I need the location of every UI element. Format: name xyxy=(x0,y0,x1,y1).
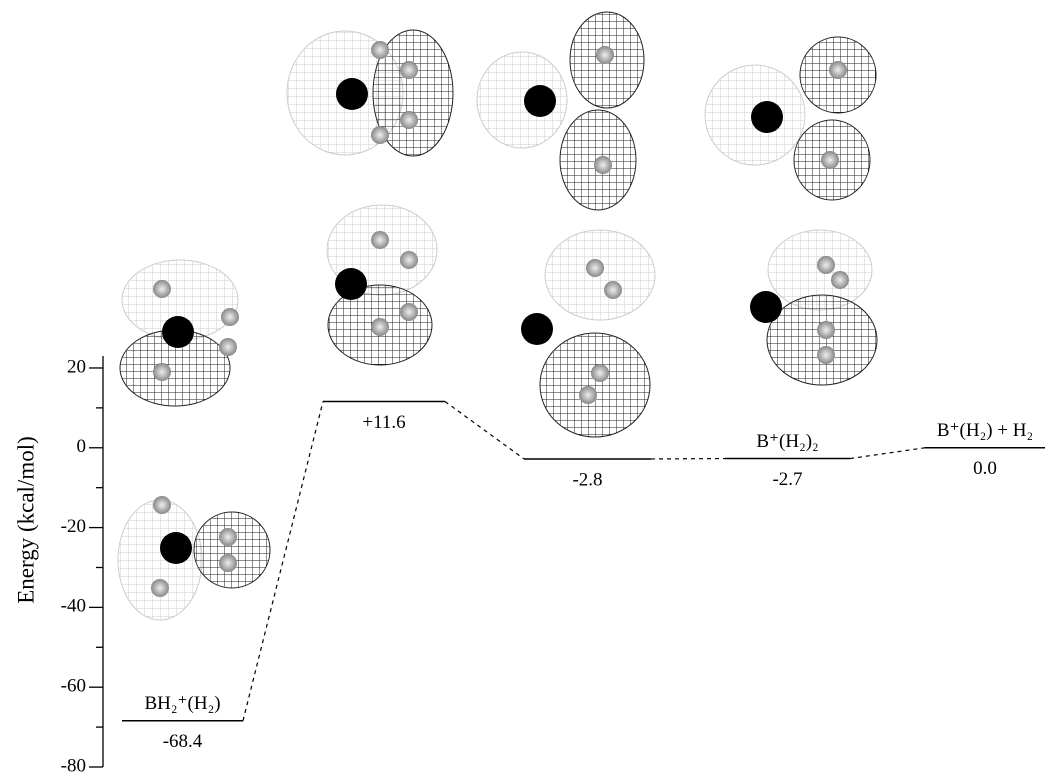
y-tick-label: -20 xyxy=(61,516,86,537)
value-label: -2.7 xyxy=(772,469,802,490)
y-tick-label: -40 xyxy=(61,596,86,617)
y-tick-label: -80 xyxy=(61,755,86,775)
species-label: B⁺(H₂)₂ xyxy=(756,431,818,452)
y-axis-label: Energy (kcal/mol) xyxy=(13,436,38,604)
y-tick-label: -60 xyxy=(61,676,86,697)
value-label: 0.0 xyxy=(973,458,997,479)
species-label: B⁺(H₂) + H₂ xyxy=(937,420,1033,441)
value-label: -68.4 xyxy=(163,731,203,752)
species-label: BH₂⁺(H₂) xyxy=(144,693,220,714)
value-label: -2.8 xyxy=(572,469,602,490)
y-tick-label: 0 xyxy=(77,436,87,457)
connector xyxy=(850,448,925,459)
value-label: +11.6 xyxy=(362,412,405,433)
chart: Energy (kcal/mol) 20 0 -20 -40 -60 -80 -68.4 BH… xyxy=(0,0,1050,775)
connector xyxy=(445,401,524,458)
y-tick-label: 20 xyxy=(67,356,86,377)
orbital-images xyxy=(118,12,877,620)
